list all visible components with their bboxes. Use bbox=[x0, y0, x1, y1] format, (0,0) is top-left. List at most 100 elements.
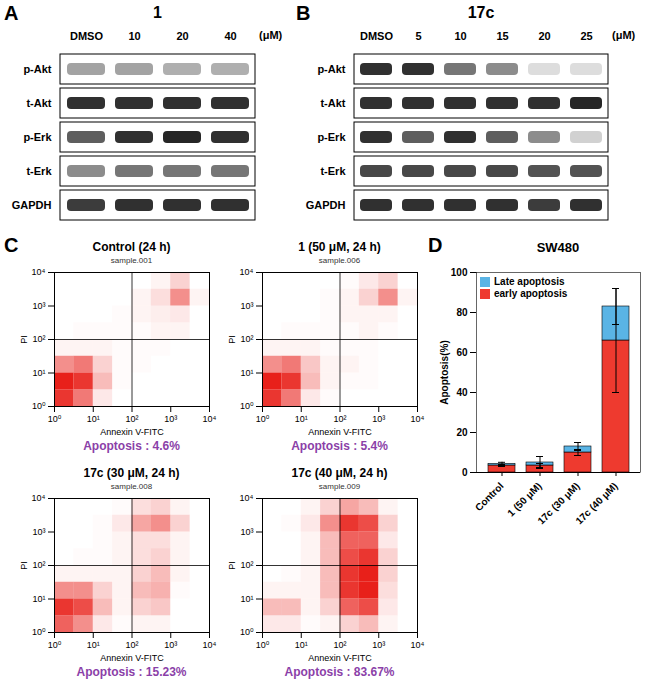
svg-text:10⁴: 10⁴ bbox=[240, 267, 254, 277]
svg-text:10²: 10² bbox=[240, 560, 253, 570]
html-text:SW480: SW480 bbox=[536, 240, 580, 255]
svg-text:40: 40 bbox=[456, 387, 468, 398]
svg-text:17c (40 μM): 17c (40 μM) bbox=[573, 480, 619, 526]
svg-text:10¹: 10¹ bbox=[240, 594, 253, 604]
svg-text:40: 40 bbox=[224, 30, 236, 42]
svg-text:p-Akt: p-Akt bbox=[23, 63, 51, 75]
svg-text:10: 10 bbox=[128, 30, 140, 42]
svg-text:10⁴: 10⁴ bbox=[32, 493, 46, 503]
html-text:sample.001: sample.001 bbox=[110, 256, 153, 265]
svg-text:Annexin V-FITC: Annexin V-FITC bbox=[100, 653, 164, 663]
svg-text:10³: 10³ bbox=[164, 640, 177, 650]
svg-text:10³: 10³ bbox=[240, 527, 253, 537]
html-text:early apoptosis: early apoptosis bbox=[494, 288, 568, 299]
svg-text:PI: PI bbox=[227, 335, 237, 344]
svg-text:GAPDH: GAPDH bbox=[12, 199, 52, 211]
svg-text:10²: 10² bbox=[333, 414, 346, 424]
svg-text:t-Akt: t-Akt bbox=[320, 97, 345, 109]
svg-text:10⁰: 10⁰ bbox=[48, 640, 62, 650]
html-text:Apoptosis : 5.4%: Apoptosis : 5.4% bbox=[291, 439, 388, 453]
svg-text:10²: 10² bbox=[125, 640, 138, 650]
svg-text:10⁰: 10⁰ bbox=[32, 627, 46, 637]
svg-text:10²: 10² bbox=[32, 334, 45, 344]
svg-text:Annexin V-FITC: Annexin V-FITC bbox=[308, 653, 372, 663]
svg-text:10⁰: 10⁰ bbox=[240, 401, 254, 411]
html-text:17c: 17c bbox=[467, 4, 495, 21]
html-text:Late apoptosis: Late apoptosis bbox=[494, 276, 565, 287]
svg-text:10⁴: 10⁴ bbox=[32, 267, 46, 277]
svg-text:10²: 10² bbox=[240, 334, 253, 344]
html-text:(μM): (μM) bbox=[259, 29, 283, 41]
svg-text:DMSO: DMSO bbox=[70, 30, 103, 42]
svg-text:10¹: 10¹ bbox=[87, 640, 100, 650]
html-text:Apoptosis : 83.67%: Apoptosis : 83.67% bbox=[284, 665, 395, 679]
svg-text:GAPDH: GAPDH bbox=[306, 199, 346, 211]
svg-text:20: 20 bbox=[456, 427, 468, 438]
svg-text:10⁴: 10⁴ bbox=[240, 493, 254, 503]
svg-text:PI: PI bbox=[19, 335, 29, 344]
html-text:Apoptosis : 15.23%: Apoptosis : 15.23% bbox=[76, 665, 187, 679]
svg-text:10¹: 10¹ bbox=[32, 594, 45, 604]
svg-text:DMSO: DMSO bbox=[360, 30, 393, 42]
svg-text:5: 5 bbox=[415, 30, 421, 42]
svg-text:10⁴: 10⁴ bbox=[411, 414, 425, 424]
svg-text:10⁰: 10⁰ bbox=[256, 414, 270, 424]
svg-text:t-Erk: t-Erk bbox=[26, 165, 52, 177]
html-text:A: A bbox=[4, 2, 19, 24]
svg-text:20: 20 bbox=[176, 30, 188, 42]
svg-text:PI: PI bbox=[227, 561, 237, 570]
svg-text:10³: 10³ bbox=[372, 640, 385, 650]
svg-text:1 (50 μM): 1 (50 μM) bbox=[505, 480, 543, 518]
svg-text:10⁰: 10⁰ bbox=[256, 640, 270, 650]
svg-text:10¹: 10¹ bbox=[295, 414, 308, 424]
svg-text:10¹: 10¹ bbox=[87, 414, 100, 424]
svg-text:20: 20 bbox=[538, 30, 550, 42]
svg-text:Annexin V-FITC: Annexin V-FITC bbox=[100, 427, 164, 437]
svg-text:10⁰: 10⁰ bbox=[32, 401, 46, 411]
svg-text:t-Erk: t-Erk bbox=[320, 165, 346, 177]
svg-text:10¹: 10¹ bbox=[32, 368, 45, 378]
svg-text:p-Erk: p-Erk bbox=[317, 131, 346, 143]
html-text:(μM): (μM) bbox=[612, 29, 636, 41]
svg-text:10³: 10³ bbox=[372, 414, 385, 424]
svg-text:100: 100 bbox=[451, 267, 468, 278]
html-text:Apoptosis : 4.6%: Apoptosis : 4.6% bbox=[83, 439, 180, 453]
svg-text:10²: 10² bbox=[333, 640, 346, 650]
svg-text:p-Akt: p-Akt bbox=[317, 63, 345, 75]
html-text:C: C bbox=[4, 234, 19, 256]
html-text:1 (50 μM, 24 h): 1 (50 μM, 24 h) bbox=[298, 240, 381, 254]
svg-text:25: 25 bbox=[580, 30, 592, 42]
svg-text:15: 15 bbox=[496, 30, 508, 42]
svg-text:p-Erk: p-Erk bbox=[23, 131, 52, 143]
svg-text:10¹: 10¹ bbox=[240, 368, 253, 378]
svg-text:10³: 10³ bbox=[32, 301, 45, 311]
svg-text:10⁴: 10⁴ bbox=[411, 640, 425, 650]
html-text:B: B bbox=[296, 2, 311, 24]
svg-text:10¹: 10¹ bbox=[295, 640, 308, 650]
svg-text:80: 80 bbox=[456, 307, 468, 318]
svg-text:10³: 10³ bbox=[164, 414, 177, 424]
svg-text:10⁰: 10⁰ bbox=[240, 627, 254, 637]
html-text:sample.006: sample.006 bbox=[318, 256, 361, 265]
svg-text:10⁴: 10⁴ bbox=[203, 640, 217, 650]
html-text:17c (30 μM, 24 h): 17c (30 μM, 24 h) bbox=[83, 466, 180, 480]
svg-text:t-Akt: t-Akt bbox=[26, 97, 51, 109]
svg-text:10⁴: 10⁴ bbox=[203, 414, 217, 424]
svg-text:Annexin V-FITC: Annexin V-FITC bbox=[308, 427, 372, 437]
svg-text:10⁰: 10⁰ bbox=[48, 414, 62, 424]
html-text:17c (40 μM, 24 h): 17c (40 μM, 24 h) bbox=[291, 466, 388, 480]
svg-text:Control: Control bbox=[473, 480, 506, 513]
svg-text:10²: 10² bbox=[32, 560, 45, 570]
svg-text:10²: 10² bbox=[125, 414, 138, 424]
svg-text:10³: 10³ bbox=[240, 301, 253, 311]
svg-text:60: 60 bbox=[456, 347, 468, 358]
svg-text:17c (30 μM): 17c (30 μM) bbox=[535, 480, 582, 527]
svg-text:10³: 10³ bbox=[32, 527, 45, 537]
svg-text:0: 0 bbox=[462, 467, 468, 478]
html-text:Control (24 h): Control (24 h) bbox=[92, 240, 171, 254]
svg-text:PI: PI bbox=[19, 561, 29, 570]
svg-text:Apoptosis(%): Apoptosis(%) bbox=[439, 340, 450, 404]
svg-text:10: 10 bbox=[454, 30, 466, 42]
html-text:D: D bbox=[428, 234, 443, 256]
html-text:1: 1 bbox=[153, 4, 162, 21]
